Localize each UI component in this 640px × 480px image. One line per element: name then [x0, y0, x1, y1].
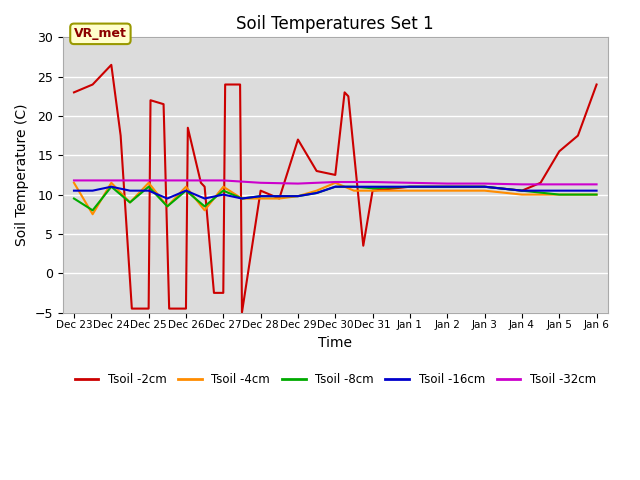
Legend: Tsoil -2cm, Tsoil -4cm, Tsoil -8cm, Tsoil -16cm, Tsoil -32cm: Tsoil -2cm, Tsoil -4cm, Tsoil -8cm, Tsoi…	[70, 368, 600, 390]
X-axis label: Time: Time	[318, 336, 352, 350]
Title: Soil Temperatures Set 1: Soil Temperatures Set 1	[236, 15, 434, 33]
Text: VR_met: VR_met	[74, 27, 127, 40]
Y-axis label: Soil Temperature (C): Soil Temperature (C)	[15, 104, 29, 246]
